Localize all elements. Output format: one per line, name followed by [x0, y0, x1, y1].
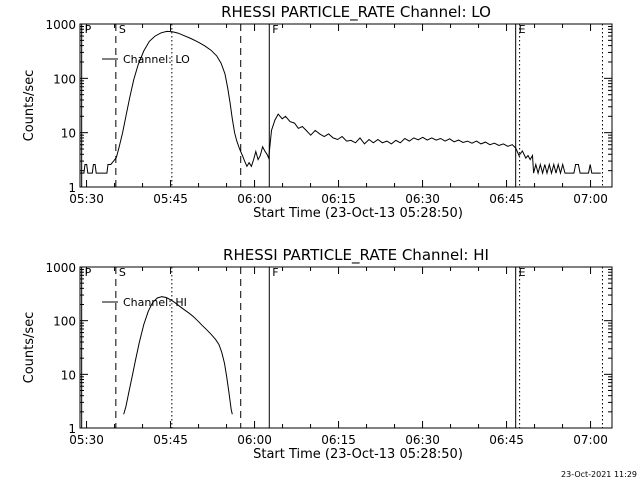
y-tick-label: 1000: [45, 261, 76, 275]
event-marker-label: P: [85, 266, 92, 279]
x-tick-label: 06:15: [321, 192, 356, 206]
x-tick-label: 06:15: [321, 433, 356, 447]
legend-label: Channel: HI: [123, 296, 187, 309]
x-tick-label: 05:30: [69, 433, 104, 447]
event-marker-label: E: [519, 23, 526, 36]
x-tick-label: 06:45: [489, 192, 524, 206]
y-tick-label: 1: [68, 181, 76, 195]
x-tick-label: 07:00: [573, 192, 608, 206]
y-tick-label: 100: [53, 72, 76, 86]
x-tick-label: 06:45: [489, 433, 524, 447]
x-tick-label: 06:00: [237, 433, 272, 447]
x-axis-label: Start Time (23-Oct-13 05:28:50): [253, 206, 463, 221]
chart-title: RHESSI PARTICLE_RATE Channel: LO: [221, 3, 491, 22]
y-tick-label: 1000: [45, 18, 76, 32]
x-tick-label: 06:30: [405, 433, 440, 447]
event-marker-label: F: [272, 266, 278, 279]
chart-title: RHESSI PARTICLE_RATE Channel: HI: [223, 246, 489, 265]
x-tick-label: 06:00: [237, 192, 272, 206]
plot-frame: [79, 23, 613, 188]
event-marker-label: S: [119, 266, 126, 279]
chart-panel-lo: RHESSI PARTICLE_RATE Channel: LO 05:30 05:…: [22, 3, 613, 221]
series-line: [123, 296, 233, 415]
series-line: [80, 30, 601, 176]
y-tick-label: 10: [61, 368, 76, 382]
y-axis-label: Counts/sec: [22, 312, 37, 384]
y-tick-label: 1: [68, 422, 76, 436]
x-tick-label: 05:30: [69, 192, 104, 206]
chart-panel-hi: RHESSI PARTICLE_RATE Channel: HI 05:30 05:…: [22, 246, 613, 462]
x-tick-label: 05:45: [153, 433, 188, 447]
x-axis-label: Start Time (23-Oct-13 05:28:50): [253, 447, 463, 462]
x-tick-label: 07:00: [573, 433, 608, 447]
event-marker-label: F: [272, 23, 278, 36]
event-marker-label: E: [519, 266, 526, 279]
event-marker-label: S: [119, 23, 126, 36]
event-marker-label: P: [85, 23, 92, 36]
y-tick-label: 10: [61, 127, 76, 141]
plot-frame: [79, 266, 613, 429]
y-axis-label: Counts/sec: [22, 70, 37, 142]
legend-label: Channel: LO: [123, 53, 190, 66]
x-tick-label: 05:45: [153, 192, 188, 206]
x-tick-label: 06:30: [405, 192, 440, 206]
footer-timestamp: 23-Oct-2021 11:29: [561, 470, 637, 479]
y-tick-label: 100: [53, 315, 76, 329]
